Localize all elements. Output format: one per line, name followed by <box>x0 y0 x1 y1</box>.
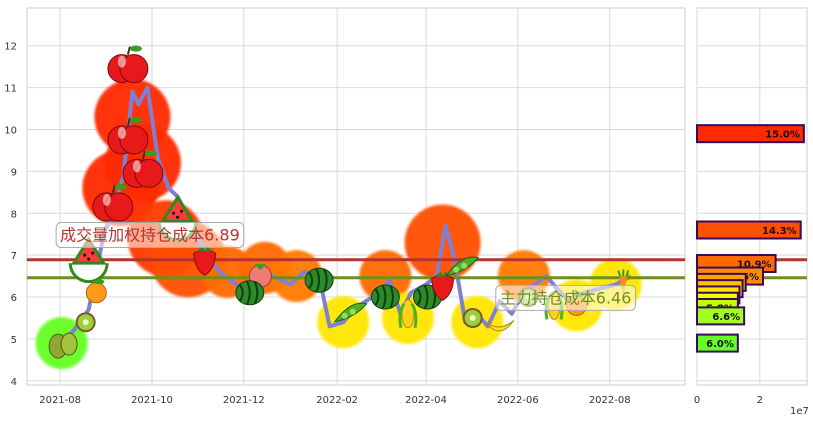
distribution-plot-area <box>696 7 808 386</box>
distribution-bar <box>696 124 805 144</box>
x-tick-label: 2021-12 <box>223 395 265 406</box>
price-x-axis: 2021-08 2021-10 2021-12 2022-02 2022-04 2022-… <box>39 395 630 406</box>
watermelon-slice-icon <box>68 236 109 284</box>
x-tick-label: 2022-04 <box>405 395 447 406</box>
x-tick-label: 2021-10 <box>131 395 173 406</box>
apple-icon <box>92 183 134 222</box>
apple-icon <box>107 45 149 84</box>
cost-annotation-box <box>495 284 636 311</box>
distribution-bars: 15.0%14.3%10.9%9.6%6.9%6.4%6.3%5.9%5.8%6… <box>696 124 805 353</box>
x-tick-label: 2022-08 <box>589 395 631 406</box>
corn-icon <box>398 299 418 329</box>
cost-annotations: 成交量加权持仓成本6.89 主力持仓成本6.46 <box>55 221 636 311</box>
strawberry-icon <box>193 246 217 276</box>
distribution-bar-label: 10.9% <box>737 260 772 271</box>
distribution-bar <box>696 306 746 326</box>
watermelon-icon <box>235 280 265 306</box>
y-tick-label: 10 <box>4 125 17 136</box>
orange-icon <box>85 279 107 304</box>
y-tick-label: 7 <box>11 251 17 262</box>
y-tick-label: 6 <box>11 293 17 304</box>
distribution-bar-label: 6.6% <box>712 312 740 323</box>
distribution-scale-label: 1e7 <box>790 406 809 417</box>
banana-icon <box>485 320 515 332</box>
distribution-bar-label: 14.3% <box>762 226 797 237</box>
pea-pod-icon <box>333 302 368 323</box>
cost-annotation-label: 成交量加权持仓成本6.89 <box>60 225 240 244</box>
side-x-tick-label: 2 <box>757 395 763 406</box>
cost-annotation-box <box>55 221 245 248</box>
cost-annotation-label: 主力持仓成本6.46 <box>500 288 632 307</box>
y-tick-label: 12 <box>4 42 17 53</box>
distribution-bar <box>696 220 802 240</box>
kiwi-icon <box>462 308 483 328</box>
cost-blob <box>359 250 412 303</box>
side-x-tick-label: 0 <box>694 395 700 406</box>
y-tick-label: 4 <box>11 377 17 388</box>
strawberry-icon <box>431 271 455 302</box>
distribution-bar-label: 6.0% <box>706 339 734 350</box>
apple-icon <box>122 150 164 188</box>
x-tick-label: 2021-08 <box>39 395 81 406</box>
pea-pod-icon <box>445 256 480 277</box>
y-tick-label: 8 <box>11 209 17 220</box>
y-tick-label: 11 <box>4 84 17 95</box>
watermelon-icon <box>413 284 442 310</box>
watermelon-icon <box>304 267 334 293</box>
distribution-bar-label: 15.0% <box>765 130 800 141</box>
apple-icon <box>107 116 149 155</box>
cost-lines <box>27 258 685 280</box>
pear-icon <box>48 332 78 359</box>
distribution-bar <box>696 333 739 353</box>
x-tick-label: 2022-02 <box>316 395 358 406</box>
y-tick-label: 9 <box>11 167 17 178</box>
y-tick-label: 5 <box>11 335 17 346</box>
x-tick-label: 2022-06 <box>497 395 539 406</box>
watermelon-icon <box>370 284 400 310</box>
price-y-axis: 4 5 6 7 8 9 10 11 12 <box>4 42 17 388</box>
kiwi-icon <box>75 312 96 333</box>
